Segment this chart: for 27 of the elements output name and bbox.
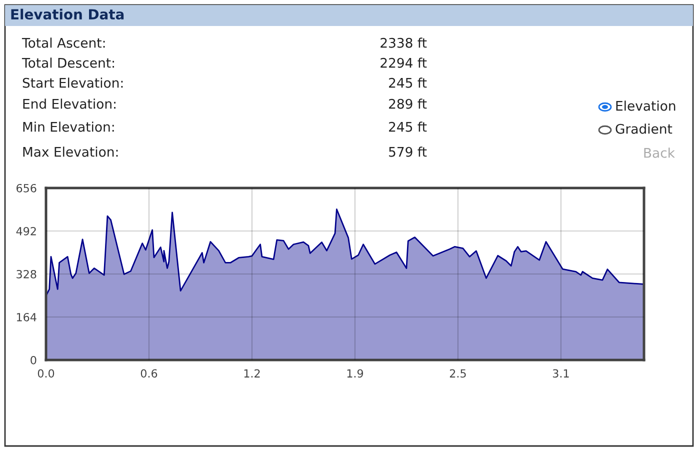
text: End Elevation:	[23, 98, 116, 109]
text: Total Descent:	[22, 58, 114, 68]
text: Start Elevation:	[22, 78, 123, 88]
x-tick-label: 3.1	[552, 369, 569, 378]
y-tick-label: 164	[16, 312, 36, 322]
text: 2338 ft	[380, 38, 427, 48]
text: 579 ft	[389, 146, 427, 157]
x-tick-label: 0.0	[38, 369, 54, 378]
x-tick-label: 1.9	[347, 369, 364, 378]
x-tick-label: 1.2	[244, 369, 260, 378]
text: Elevation	[616, 100, 676, 111]
y-tick-label: 0	[30, 356, 36, 364]
y-tick-label: 656	[16, 184, 36, 192]
text: Total Ascent:	[22, 38, 105, 48]
chart-title: Elevation Data	[11, 8, 124, 20]
text: 2294 ft	[380, 58, 427, 68]
y-tick-label: 328	[16, 270, 36, 278]
text: 289 ft	[389, 98, 427, 109]
text: Min Elevation:	[23, 122, 114, 132]
x-tick-label: 0.6	[140, 369, 158, 378]
y-tick-label: 492	[16, 226, 36, 236]
text: 245 ft	[389, 122, 427, 132]
text: 245 ft	[389, 78, 427, 88]
text: Max Elevation:	[23, 146, 118, 157]
text: Gradient	[616, 124, 672, 134]
x-tick-label: 2.5	[450, 369, 466, 378]
text: Back	[644, 148, 675, 158]
